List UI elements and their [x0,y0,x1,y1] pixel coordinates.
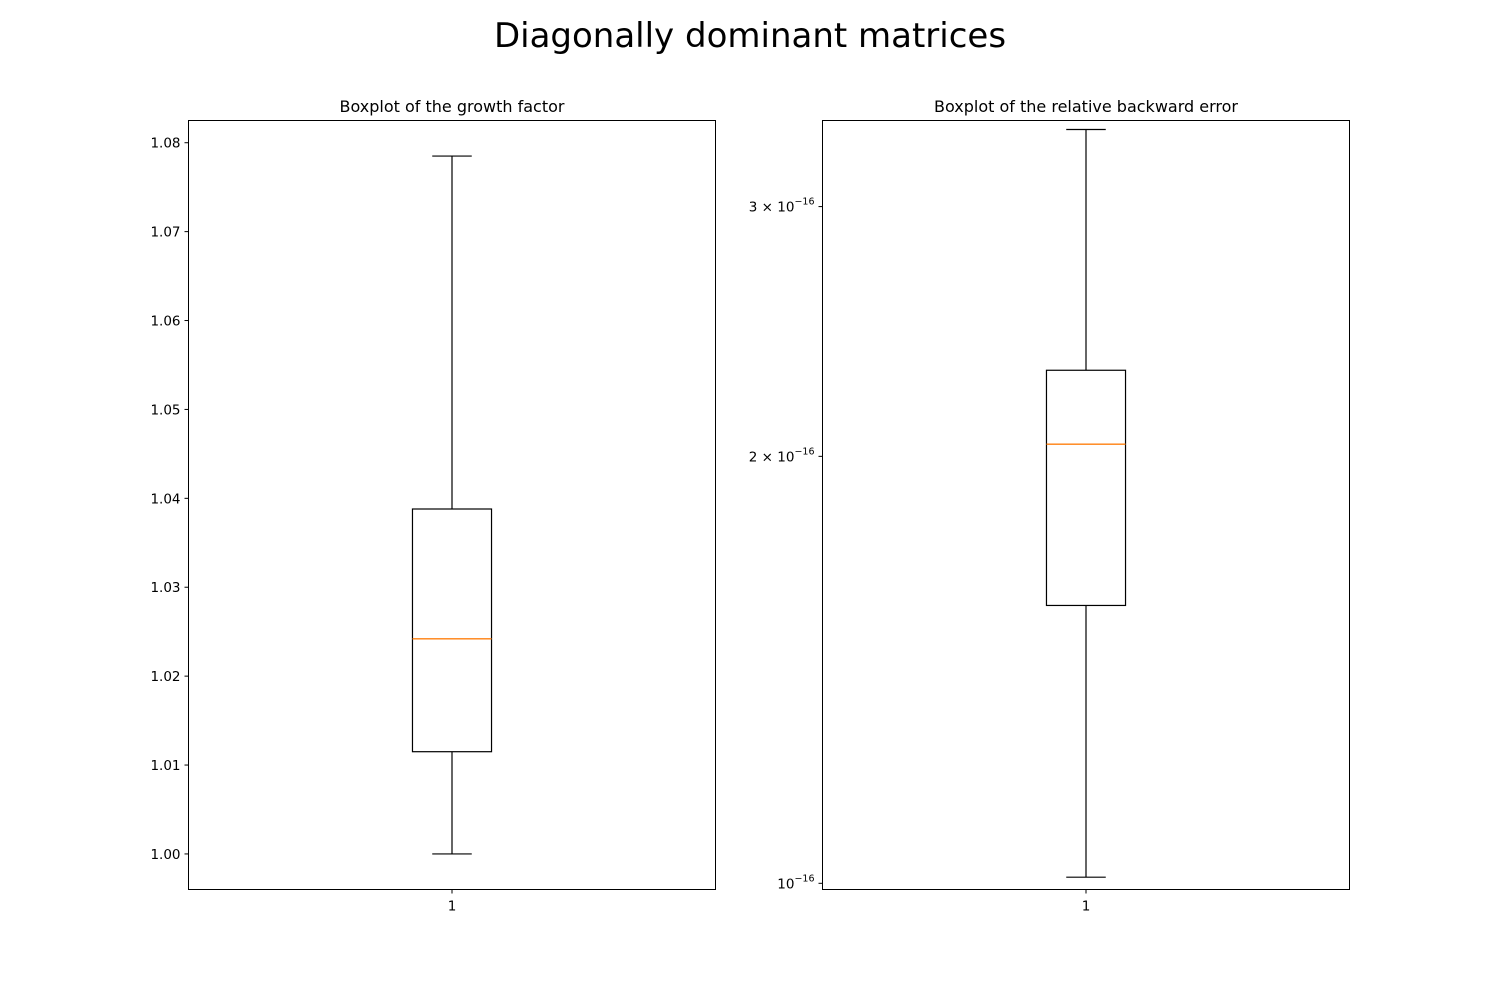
growth-factor-ytick-label: 1.05 [150,402,180,418]
backward-error-ytick-label: 10−16 [777,873,814,892]
growth-factor-ytick-label: 1.01 [150,758,180,774]
figure-title: Diagonally dominant matrices [494,16,1006,56]
growth-factor-ytick-label: 1.00 [150,847,180,863]
growth-factor-ytick-label: 1.07 [150,225,180,241]
backward-error-plot-title: Boxplot of the relative backward error [934,97,1238,116]
growth-factor-ytick-label: 1.08 [150,136,180,152]
growth-factor-box [411,508,493,753]
growth-factor-ytick-label: 1.03 [150,580,180,596]
backward-error-ytick-label: 2 × 10−16 [749,446,815,465]
backward-error-xtick-label: 1 [1082,899,1091,915]
growth-factor-plot: Boxplot of the growth factor 1.00 1.01 1.0… [150,97,716,915]
growth-factor-ytick-label: 1.06 [150,314,180,330]
growth-factor-ytick-label: 1.04 [150,491,180,507]
backward-error-box [1045,369,1127,607]
growth-factor-plot-title: Boxplot of the growth factor [340,97,565,116]
growth-factor-xtick-label: 1 [448,899,457,915]
growth-factor-ytick-label: 1.02 [150,669,180,685]
backward-error-ytick-label: 3 × 10−16 [749,197,815,216]
backward-error-plot: Boxplot of the relative backward error 1… [749,97,1350,915]
